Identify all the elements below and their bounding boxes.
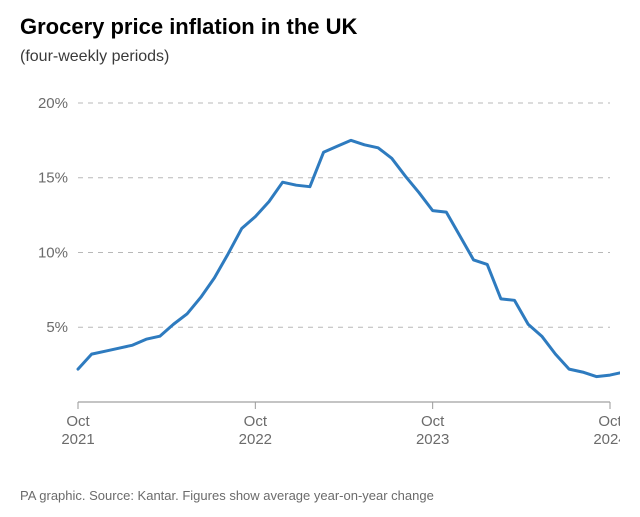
chart-title: Grocery price inflation in the UK bbox=[20, 14, 357, 40]
x-tick-month: Oct bbox=[66, 413, 90, 430]
x-tick-year: 2021 bbox=[61, 431, 94, 448]
x-tick-month: Oct bbox=[598, 413, 620, 430]
chart-svg: 5%10%15%20%Oct2021Oct2022Oct2023Oct2024 bbox=[20, 78, 620, 458]
chart-plot-area: 5%10%15%20%Oct2021Oct2022Oct2023Oct2024 bbox=[20, 78, 620, 458]
x-tick-month: Oct bbox=[421, 413, 445, 430]
chart-subtitle: (four-weekly periods) bbox=[20, 48, 169, 66]
x-tick-year: 2022 bbox=[239, 431, 272, 448]
y-tick-label: 20% bbox=[38, 95, 68, 112]
x-tick-year: 2024 bbox=[593, 431, 620, 448]
series-line bbox=[78, 140, 620, 376]
y-tick-label: 5% bbox=[46, 319, 68, 336]
x-tick-month: Oct bbox=[244, 413, 268, 430]
chart-footnote: PA graphic. Source: Kantar. Figures show… bbox=[20, 488, 434, 503]
y-tick-label: 10% bbox=[38, 244, 68, 261]
x-tick-year: 2023 bbox=[416, 431, 449, 448]
chart-container: Grocery price inflation in the UK (four-… bbox=[0, 0, 640, 517]
y-tick-label: 15% bbox=[38, 170, 68, 187]
